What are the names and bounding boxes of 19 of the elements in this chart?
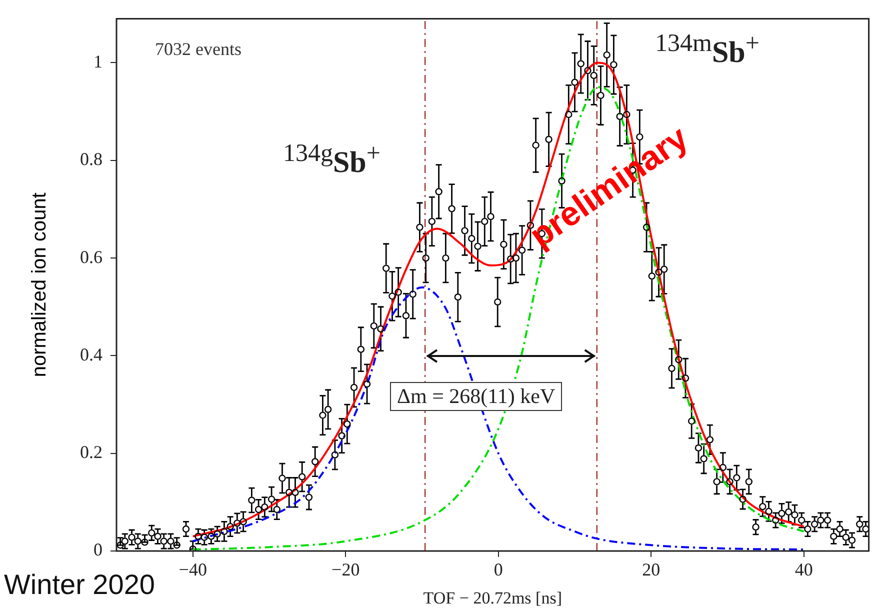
y-tick-label: 0.2	[80, 442, 102, 462]
x-tick-label: 20	[642, 560, 660, 580]
y-tick-label: 0.8	[80, 149, 102, 170]
y-axis-title: normalized ion count	[28, 192, 51, 378]
line-series	[192, 286, 805, 551]
x-tick-label: 40	[794, 560, 813, 580]
annotation: 7032 events	[155, 39, 242, 60]
x-tick-label: −20	[332, 560, 360, 580]
y-tick-label: 0	[94, 540, 102, 560]
x-tick-label: −40	[178, 560, 207, 580]
y-tick-label: 0.6	[80, 246, 102, 267]
x-tick-label: 0	[494, 560, 503, 580]
annotation: $^{134g}$Sb$^{+}$	[283, 140, 380, 179]
text: Winter 2020	[4, 569, 155, 601]
y-tick-label: 1	[94, 51, 102, 72]
x-axis-title: TOF − 20.72ms [ns]	[423, 588, 562, 608]
y-tick-label: 0.4	[80, 344, 102, 364]
annotation: $^{134m}$Sb$^{+}$	[655, 30, 760, 69]
annotation: Δm = 268(11) keV	[390, 382, 562, 411]
